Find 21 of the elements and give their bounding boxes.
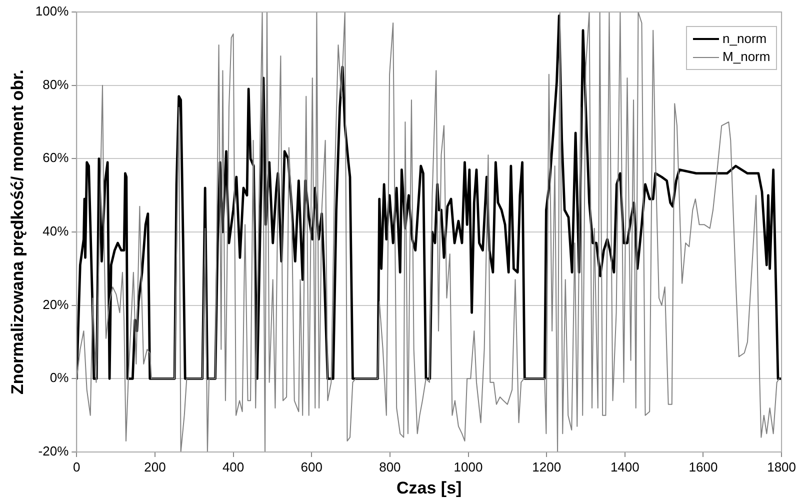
y-tick-label: 40% — [42, 224, 70, 239]
x-tick-label: 1000 — [454, 459, 483, 474]
x-tick-label: 0 — [73, 459, 80, 474]
y-tick-label: -20% — [38, 444, 70, 459]
x-axis-title: Czas [s] — [396, 478, 462, 498]
x-tick-label: 1800 — [767, 459, 796, 474]
x-tick-label: 200 — [144, 459, 166, 474]
x-tick-label: 1400 — [610, 459, 640, 474]
legend-label: M_norm — [722, 48, 770, 66]
x-tick-label: 600 — [300, 459, 322, 474]
y-tick-label: 60% — [42, 150, 70, 166]
legend-label: n_norm — [722, 30, 767, 48]
x-tick-label: 400 — [222, 459, 244, 474]
y-tick-label: 20% — [42, 296, 70, 312]
y-tick-label: 100% — [35, 4, 70, 19]
x-tick-label: 1200 — [532, 459, 562, 474]
y-tick-label: 0% — [50, 370, 70, 386]
x-tick-label: 1600 — [688, 459, 718, 474]
x-tick-label: 800 — [379, 459, 401, 474]
y-axis-title: Znormalizowana prędkość/ moment obr. — [8, 70, 27, 394]
y-tick-label: 80% — [42, 76, 70, 92]
